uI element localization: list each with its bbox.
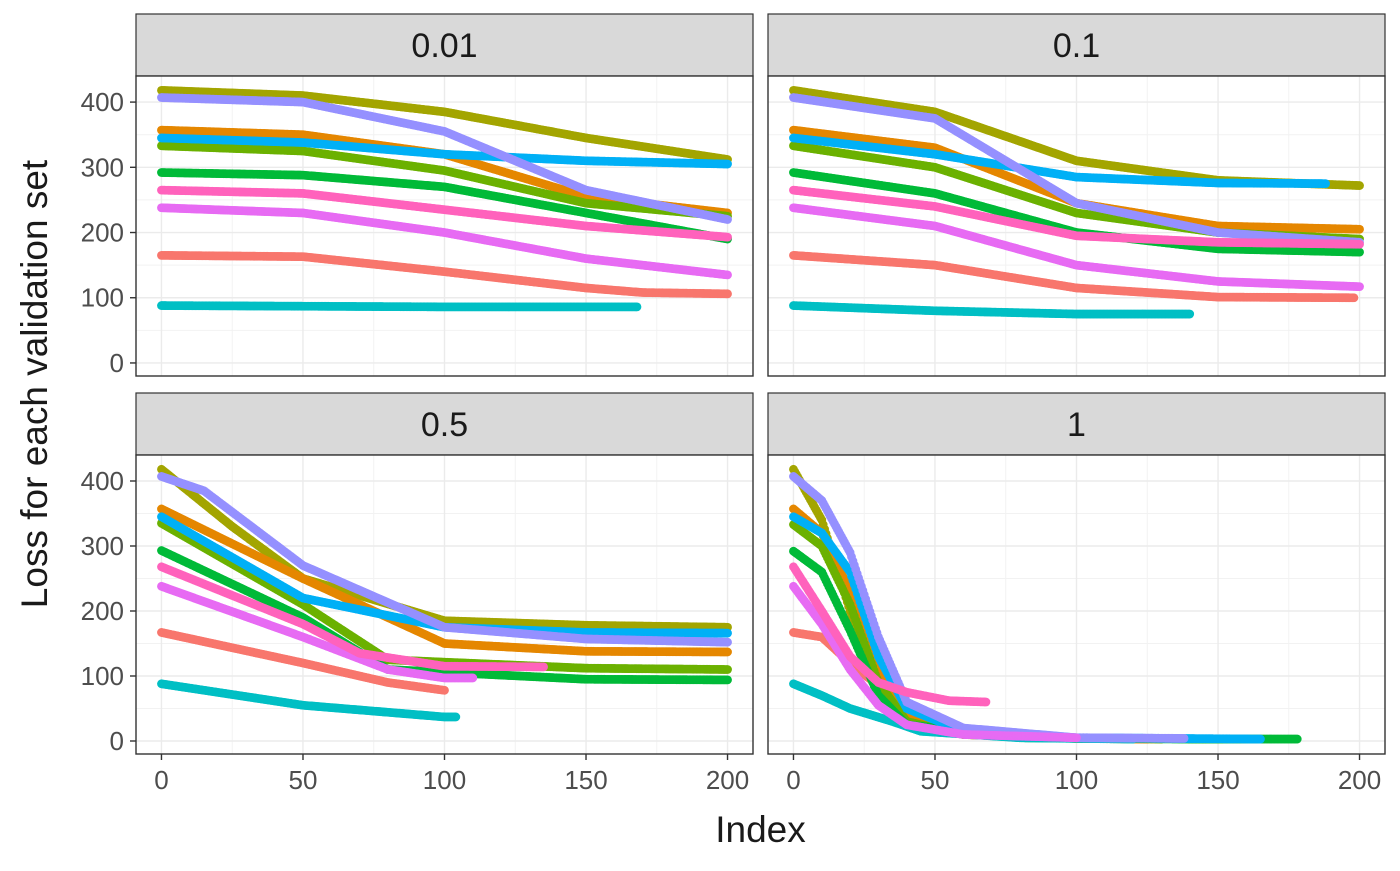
data-point: [723, 289, 732, 298]
data-point: [723, 233, 732, 242]
data-point: [1355, 181, 1364, 190]
data-point: [723, 271, 732, 280]
facet-strip-label: 0.1: [1053, 27, 1100, 65]
y-tick-label: 100: [81, 283, 124, 313]
y-tick-label: 200: [81, 218, 124, 248]
data-point: [723, 215, 732, 224]
series-6: [157, 301, 641, 311]
y-tick-label: 300: [81, 152, 124, 182]
data-point: [1349, 293, 1358, 302]
y-tick-label: 400: [81, 87, 124, 117]
data-point: [723, 160, 732, 169]
facet-strip-label: 0.01: [411, 27, 477, 65]
data-point: [633, 302, 642, 311]
y-tick-label: 0: [110, 348, 124, 378]
